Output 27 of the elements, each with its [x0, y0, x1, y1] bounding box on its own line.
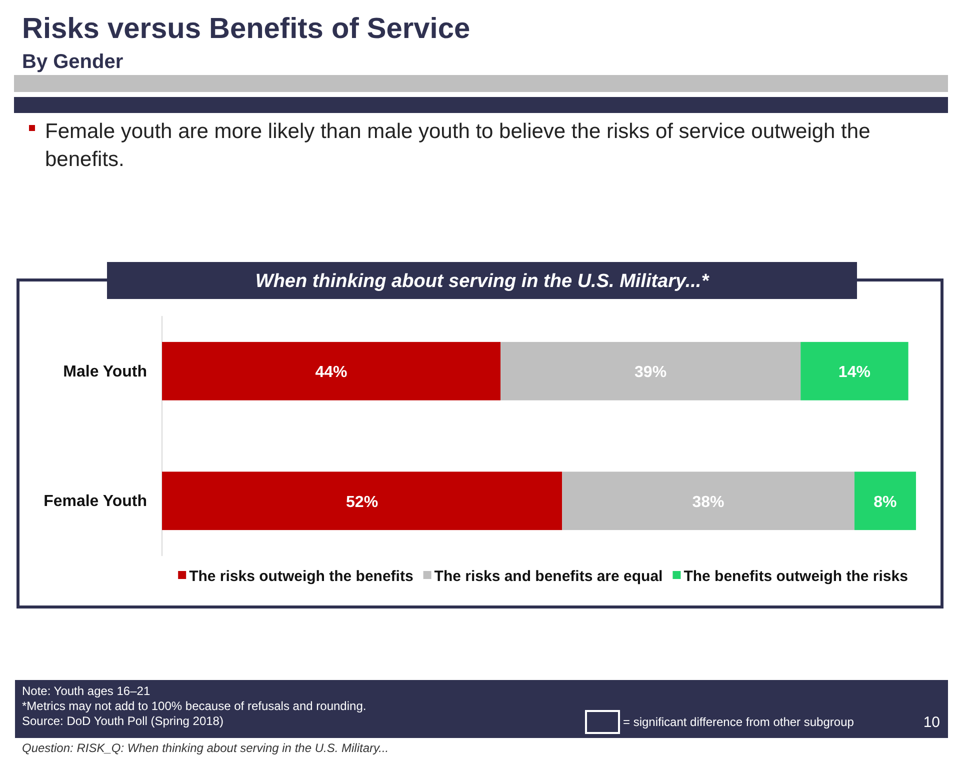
bar: [162, 342, 501, 400]
text: When thinking about serving in the U.S. Military...*: [255, 271, 710, 292]
data-label: 52%: [346, 494, 378, 511]
bar: [800, 342, 908, 400]
data-label: 8%: [874, 494, 897, 511]
data-label: 38%: [692, 494, 724, 511]
text: Female youth are more likely than male youth to believe the risks of service outweigh the benefits.: [45, 120, 870, 171]
legend-label: The benefits outweigh the risks: [684, 568, 908, 585]
source-note: Source: DoD Youth Poll (Spring 2018): [22, 714, 224, 728]
bar: [854, 472, 916, 530]
text: Note: Youth ages 16–21: [22, 684, 150, 698]
bar: [500, 342, 801, 400]
text: 10: [923, 714, 940, 731]
y-tick-label: Female Youth: [44, 492, 147, 510]
legend-label: The risks and benefits are equal: [434, 568, 663, 585]
text: Question: RISK_Q: When thinking about serving in the U.S. Military...: [22, 741, 389, 755]
bar: [162, 472, 562, 530]
chart-subtitle: By Gender: [22, 51, 124, 73]
text: *Metrics may not add to 100% because of refusals and rounding.: [22, 699, 366, 713]
data-label: 14%: [838, 364, 870, 382]
data-label: 44%: [315, 364, 348, 382]
chart-title: Risks versus Benefits of Service: [22, 13, 470, 45]
legend-label: The risks outweigh the benefits: [189, 568, 414, 585]
text: = significant difference from other subgroup: [623, 715, 854, 729]
bar: [562, 472, 854, 530]
y-tick-label: Male Youth: [63, 363, 147, 380]
data-label: 39%: [634, 364, 667, 382]
